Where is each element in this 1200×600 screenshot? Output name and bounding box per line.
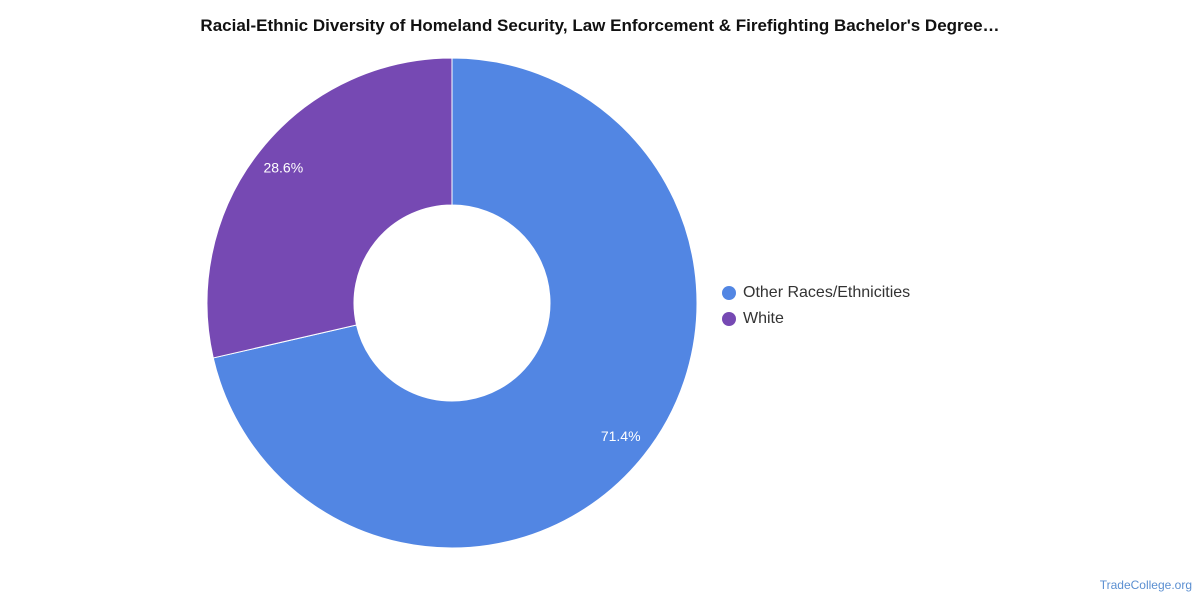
chart-title: Racial-Ethnic Diversity of Homeland Secu… <box>200 16 1000 35</box>
watermark[interactable]: TradeCollege.org <box>1099 578 1192 592</box>
slice-white[interactable] <box>206 57 453 359</box>
donut-slices <box>206 57 698 549</box>
legend-item-white[interactable]: White <box>722 306 910 332</box>
donut-data-labels: 71.4% 28.6% <box>263 159 640 444</box>
legend-swatch-white <box>722 312 736 326</box>
legend-swatch-other-races <box>722 286 736 300</box>
legend-label-white: White <box>743 310 784 327</box>
legend-label-other-races: Other Races/Ethnicities <box>743 284 911 301</box>
legend: Other Races/Ethnicities White <box>722 280 910 332</box>
slice-other-races[interactable] <box>212 57 698 549</box>
data-label-other-races: 71.4% <box>601 428 641 444</box>
legend-item-other-races[interactable]: Other Races/Ethnicities <box>722 280 910 306</box>
data-label-white: 28.6% <box>263 159 303 175</box>
